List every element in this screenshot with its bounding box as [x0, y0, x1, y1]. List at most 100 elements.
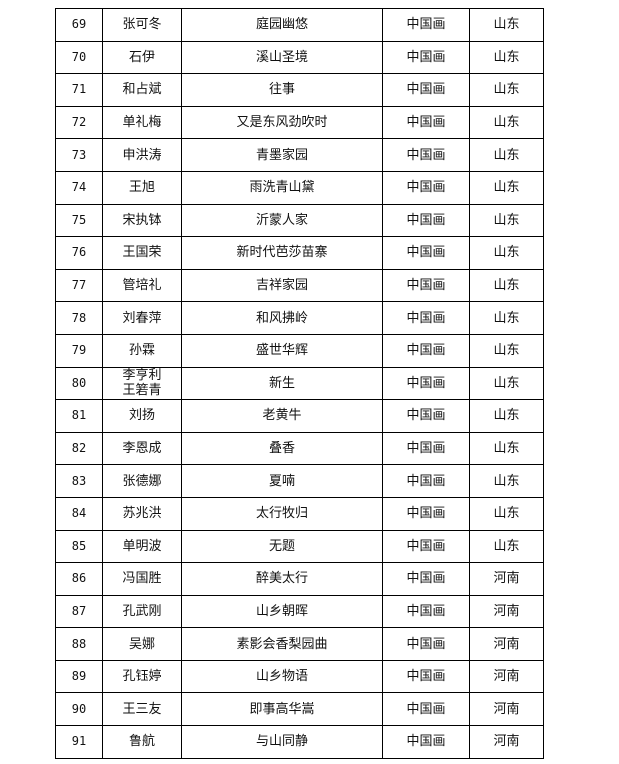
- table-row: 74 王旭 雨洗青山黛 中国画 山东: [55, 170, 544, 205]
- table-row: 85 单明波 无题 中国画 山东: [55, 529, 544, 564]
- category-cell: 中国画: [382, 496, 470, 531]
- artist-name-cell: 张德娜: [102, 464, 182, 498]
- artist-name-cell: 王国荣: [102, 236, 182, 270]
- category-cell: 中国画: [382, 268, 470, 303]
- number-cell: 70: [55, 40, 103, 75]
- artwork-title-cell: 素影会香梨园曲: [181, 627, 383, 661]
- artwork-title-cell: 盛世华辉: [181, 333, 383, 368]
- artist-name-cell: 刘春萍: [102, 301, 182, 335]
- artist-name-cell: 孙霖: [102, 333, 182, 368]
- number-cell: 87: [55, 594, 103, 629]
- category-cell: 中国画: [382, 301, 470, 335]
- artwork-title-cell: 新生: [181, 366, 383, 401]
- table-row: 88 吴娜 素影会香梨园曲 中国画 河南: [55, 627, 544, 661]
- table-row: 79 孙霖 盛世华辉 中国画 山东: [55, 333, 544, 368]
- province-cell: 山东: [469, 529, 544, 564]
- artwork-title-cell: 青墨家园: [181, 138, 383, 172]
- category-cell: 中国画: [382, 594, 470, 629]
- artist-name-cell: 和占斌: [102, 73, 182, 107]
- table-row: 78 刘春萍 和风拂岭 中国画 山东: [55, 301, 544, 335]
- artwork-title-cell: 新时代芭莎苗寨: [181, 236, 383, 270]
- table-row: 83 张德娜 夏喃 中国画 山东: [55, 464, 544, 498]
- artist-name-cell: 鲁航: [102, 725, 182, 759]
- number-cell: 88: [55, 627, 103, 661]
- artwork-title-cell: 老黄牛: [181, 399, 383, 433]
- table-row: 81 刘扬 老黄牛 中国画 山东: [55, 399, 544, 433]
- artwork-table: 69 张可冬 庭园幽悠 中国画 山东 70 石伊 溪山圣境 中国画 山东 71 和占斌 往事 中国画 山东 7…: [55, 8, 544, 759]
- table-row: 72 单礼梅 又是东风劲吹时 中国画 山东: [55, 105, 544, 140]
- province-cell: 河南: [469, 692, 544, 727]
- table-row: 71 和占斌 往事 中国画 山东: [55, 73, 544, 107]
- category-cell: 中国画: [382, 464, 470, 498]
- table-row: 82 李恩成 叠香 中国画 山东: [55, 431, 544, 466]
- category-cell: 中国画: [382, 692, 470, 727]
- number-cell: 75: [55, 203, 103, 238]
- artwork-title-cell: 无题: [181, 529, 383, 564]
- category-cell: 中国画: [382, 8, 470, 42]
- artist-name-cell: 冯国胜: [102, 562, 182, 596]
- artwork-title-cell: 和风拂岭: [181, 301, 383, 335]
- table-row: 75 宋执钵 沂蒙人家 中国画 山东: [55, 203, 544, 238]
- artist-name-cell: 孔武刚: [102, 594, 182, 629]
- category-cell: 中国画: [382, 236, 470, 270]
- category-cell: 中国画: [382, 73, 470, 107]
- number-cell: 69: [55, 8, 103, 42]
- province-cell: 河南: [469, 725, 544, 759]
- table-row: 90 王三友 即事高华嵩 中国画 河南: [55, 692, 544, 727]
- number-cell: 78: [55, 301, 103, 335]
- artwork-title-cell: 山乡物语: [181, 659, 383, 694]
- category-cell: 中国画: [382, 40, 470, 75]
- number-cell: 89: [55, 659, 103, 694]
- province-cell: 河南: [469, 594, 544, 629]
- category-cell: 中国画: [382, 562, 470, 596]
- category-cell: 中国画: [382, 170, 470, 205]
- category-cell: 中国画: [382, 627, 470, 661]
- number-cell: 86: [55, 562, 103, 596]
- province-cell: 河南: [469, 562, 544, 596]
- province-cell: 河南: [469, 627, 544, 661]
- province-cell: 河南: [469, 659, 544, 694]
- artwork-title-cell: 沂蒙人家: [181, 203, 383, 238]
- category-cell: 中国画: [382, 431, 470, 466]
- number-cell: 81: [55, 399, 103, 433]
- artist-name-cell: 刘扬: [102, 399, 182, 433]
- number-cell: 85: [55, 529, 103, 564]
- province-cell: 山东: [469, 170, 544, 205]
- artwork-title-cell: 夏喃: [181, 464, 383, 498]
- artwork-title-cell: 溪山圣境: [181, 40, 383, 75]
- artwork-title-cell: 醉美太行: [181, 562, 383, 596]
- artist-name-cell: 单明波: [102, 529, 182, 564]
- province-cell: 山东: [469, 333, 544, 368]
- province-cell: 山东: [469, 268, 544, 303]
- number-cell: 71: [55, 73, 103, 107]
- table-row: 84 苏兆洪 太行牧归 中国画 山东: [55, 496, 544, 531]
- artwork-title-cell: 庭园幽悠: [181, 8, 383, 42]
- province-cell: 山东: [469, 301, 544, 335]
- artwork-title-cell: 山乡朝晖: [181, 594, 383, 629]
- artwork-title-cell: 叠香: [181, 431, 383, 466]
- table-row: 77 管培礼 吉祥家园 中国画 山东: [55, 268, 544, 303]
- artist-name-cell: 单礼梅: [102, 105, 182, 140]
- number-cell: 83: [55, 464, 103, 498]
- table-row: 73 申洪涛 青墨家园 中国画 山东: [55, 138, 544, 172]
- table-row: 86 冯国胜 醉美太行 中国画 河南: [55, 562, 544, 596]
- artist-name-cell: 张可冬: [102, 8, 182, 42]
- artwork-title-cell: 往事: [181, 73, 383, 107]
- number-cell: 79: [55, 333, 103, 368]
- number-cell: 74: [55, 170, 103, 205]
- artist-name-cell: 王三友: [102, 692, 182, 727]
- number-cell: 80: [55, 366, 103, 401]
- category-cell: 中国画: [382, 659, 470, 694]
- table-row: 70 石伊 溪山圣境 中国画 山东: [55, 40, 544, 75]
- number-cell: 84: [55, 496, 103, 531]
- table-row: 76 王国荣 新时代芭莎苗寨 中国画 山东: [55, 236, 544, 270]
- category-cell: 中国画: [382, 138, 470, 172]
- province-cell: 山东: [469, 399, 544, 433]
- number-cell: 72: [55, 105, 103, 140]
- category-cell: 中国画: [382, 725, 470, 759]
- table-body: 69 张可冬 庭园幽悠 中国画 山东 70 石伊 溪山圣境 中国画 山东 71 和占斌 往事 中国画 山东 7…: [55, 8, 544, 759]
- province-cell: 山东: [469, 366, 544, 401]
- artwork-title-cell: 又是东风劲吹时: [181, 105, 383, 140]
- category-cell: 中国画: [382, 333, 470, 368]
- artist-name-cell: 王旭: [102, 170, 182, 205]
